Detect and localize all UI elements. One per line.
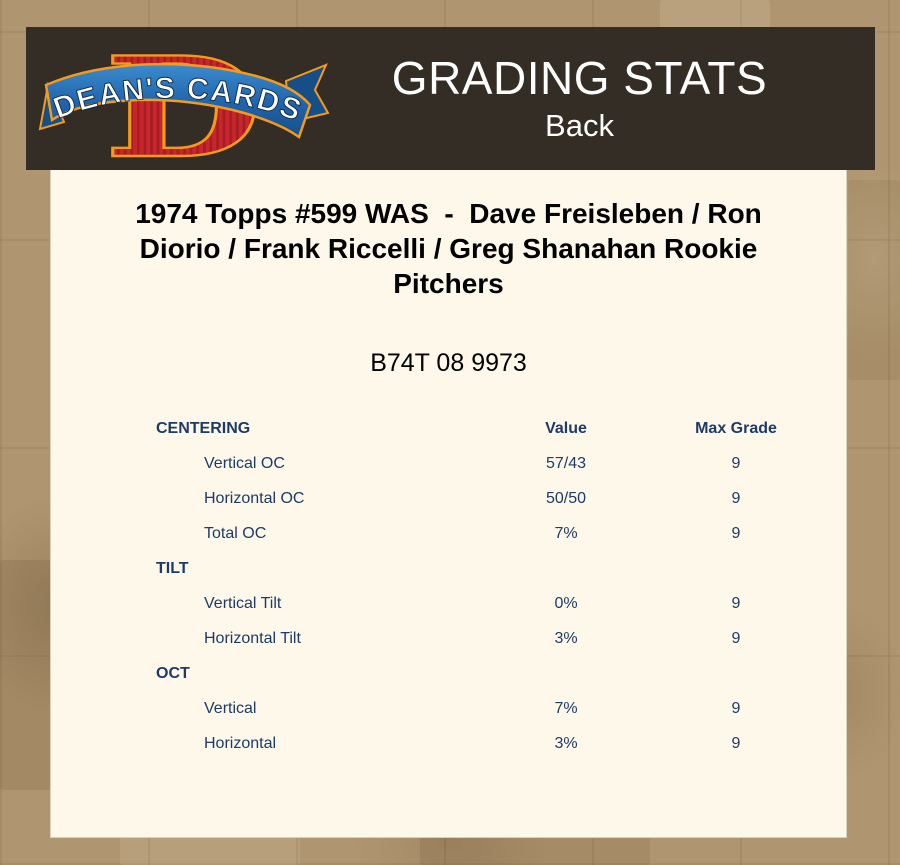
row-value: 0%	[554, 594, 578, 612]
card-title: 1974 Topps #599 WAS - Dave Freisleben / …	[135, 198, 770, 299]
row-value: 3%	[554, 734, 578, 752]
row-label: Horizontal	[204, 734, 277, 752]
row-max-grade: 9	[731, 594, 741, 612]
table-row: Horizontal OC 50/50 9	[156, 481, 816, 516]
row-value: 7%	[554, 699, 578, 717]
row-label: Horizontal OC	[204, 489, 305, 507]
row-value: 57/43	[545, 454, 587, 472]
row-label: Vertical OC	[204, 454, 285, 472]
background-card-image	[848, 180, 900, 380]
page-title: GRADING STATS	[391, 51, 768, 104]
row-label: Horizontal Tilt	[204, 629, 301, 647]
row-max-grade: 9	[731, 734, 741, 752]
row-value: Value	[545, 419, 587, 437]
header-bar: D DEAN'S CARDS GRADING STATS Back	[26, 25, 875, 190]
row-label: TILT	[156, 559, 189, 577]
row-max-grade: 9	[731, 524, 741, 542]
page-subtitle: Back	[545, 107, 614, 143]
row-max-grade: 9	[731, 699, 741, 717]
section-header-row: OCT	[156, 656, 816, 691]
row-max-grade: 9	[731, 629, 741, 647]
row-value: 3%	[554, 629, 578, 647]
table-row: Vertical OC 57/43 9	[156, 446, 816, 481]
row-value: 7%	[554, 524, 578, 542]
table-row: Horizontal Tilt 3% 9	[156, 621, 816, 656]
row-max-grade: 9	[731, 454, 741, 472]
table-row: Vertical 7% 9	[156, 691, 816, 726]
row-label: Vertical Tilt	[204, 594, 282, 612]
row-max-grade: Max Grade	[695, 419, 777, 437]
table-row: Vertical Tilt 0% 9	[156, 586, 816, 621]
row-label: Total OC	[204, 524, 267, 542]
table-row: Total OC 7% 9	[156, 516, 816, 551]
card-serial-number: B74T 08 9973	[370, 349, 527, 377]
section-header-row: TILT	[156, 551, 816, 586]
row-label: Vertical	[204, 699, 257, 717]
row-max-grade: 9	[731, 489, 741, 507]
table-header-row: CENTERING Value Max Grade	[156, 411, 816, 446]
grading-stats-table: CENTERING Value Max Grade Vertical OC 57/43 9…	[156, 411, 816, 761]
table-row: Horizontal 3% 9	[156, 726, 816, 761]
row-label: CENTERING	[156, 419, 251, 437]
deans-cards-logo-graphic: D DEAN'S CARDS	[38, 25, 330, 190]
row-value: 50/50	[545, 489, 587, 507]
header-titles: GRADING STATS Back	[330, 53, 875, 145]
grading-stats-panel: 1974 Topps #599 WAS - Dave Freisleben / …	[50, 170, 847, 838]
deans-cards-logo: D DEAN'S CARDS	[38, 25, 330, 190]
row-label: OCT	[156, 664, 190, 682]
